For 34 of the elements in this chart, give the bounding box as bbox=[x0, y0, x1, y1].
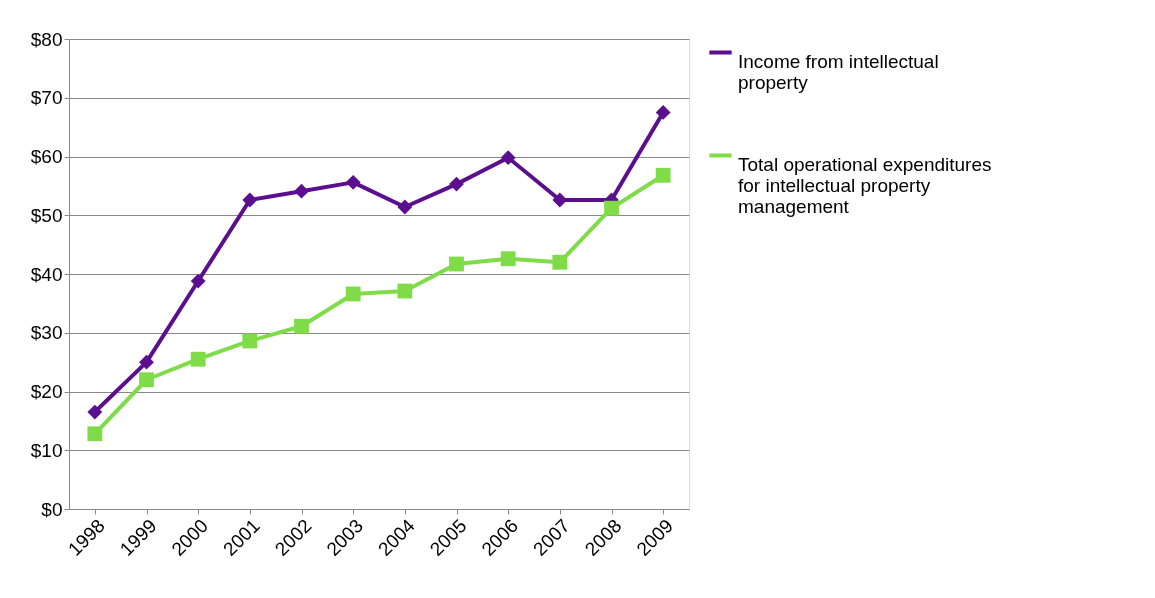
point bbox=[655, 167, 671, 183]
point bbox=[139, 372, 154, 388]
point bbox=[242, 192, 258, 208]
point bbox=[190, 273, 206, 289]
point bbox=[190, 351, 206, 367]
y-tick-label: $50 bbox=[30, 204, 63, 226]
point bbox=[655, 105, 671, 120]
point bbox=[139, 354, 154, 370]
point bbox=[397, 199, 413, 215]
point bbox=[345, 174, 361, 190]
point bbox=[345, 286, 361, 302]
y-tick-label: $40 bbox=[30, 263, 63, 285]
y-tick-label: $20 bbox=[30, 381, 63, 402]
legend-label: Total operational expenditures for intellectual property management bbox=[738, 153, 992, 217]
y-tick-label: $30 bbox=[30, 322, 63, 344]
y-tick-label: $10 bbox=[30, 439, 63, 461]
point bbox=[449, 256, 464, 272]
point bbox=[242, 333, 258, 349]
point bbox=[87, 426, 103, 442]
point bbox=[294, 183, 309, 199]
y-tick-label: $60 bbox=[30, 146, 63, 167]
point bbox=[552, 192, 568, 208]
point bbox=[500, 150, 516, 166]
point bbox=[604, 200, 619, 216]
y-tick-label: $80 bbox=[30, 28, 63, 50]
y-tick-label: $0 bbox=[41, 498, 63, 520]
point bbox=[500, 251, 516, 267]
y-tick-label: $70 bbox=[30, 87, 63, 109]
point bbox=[397, 283, 413, 299]
point bbox=[87, 404, 103, 420]
legend-label: Income from intellectual property bbox=[738, 50, 939, 93]
point bbox=[449, 176, 464, 192]
point bbox=[294, 318, 309, 334]
point bbox=[552, 254, 568, 270]
